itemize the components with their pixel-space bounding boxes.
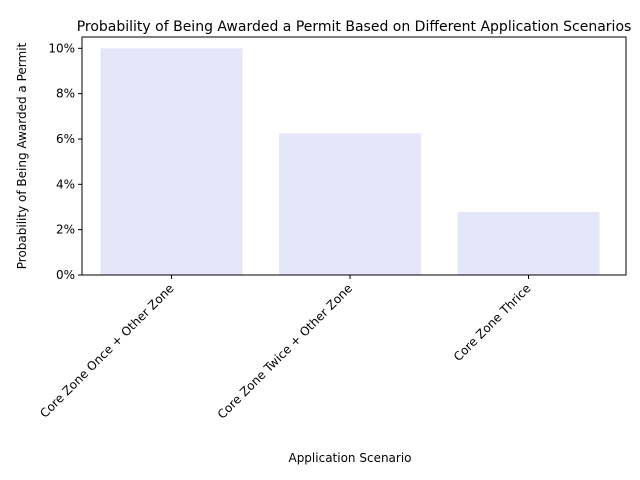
y-axis: 0% 2% 4% 6% 8% 10% xyxy=(48,41,82,282)
y-tick-label: 10% xyxy=(48,41,75,55)
y-axis-label: Probability of Being Awarded a Permit xyxy=(15,42,29,269)
x-tick-label: Core Zone Thrice xyxy=(451,281,534,364)
bar-1 xyxy=(100,48,243,276)
y-tick-label: 0% xyxy=(56,268,75,282)
bars-layer xyxy=(100,48,600,276)
x-axis: Core Zone Once + Other Zone Core Zone Twi… xyxy=(37,275,534,422)
bar-3 xyxy=(457,211,600,275)
chart-title: Probability of Being Awarded a Permit Ba… xyxy=(77,19,632,35)
bar-2 xyxy=(279,133,421,275)
plot-area-frame xyxy=(81,36,627,276)
x-tick-label: Core Zone Once + Other Zone xyxy=(37,281,176,420)
x-tick-label: Core Zone Twice + Other Zone xyxy=(215,281,355,421)
y-tick-label: 8% xyxy=(56,87,75,101)
y-tick-label: 6% xyxy=(56,132,75,146)
y-tick-label: 4% xyxy=(56,177,75,191)
y-tick-label: 2% xyxy=(56,223,75,237)
x-axis-label: Application Scenario xyxy=(288,451,411,465)
